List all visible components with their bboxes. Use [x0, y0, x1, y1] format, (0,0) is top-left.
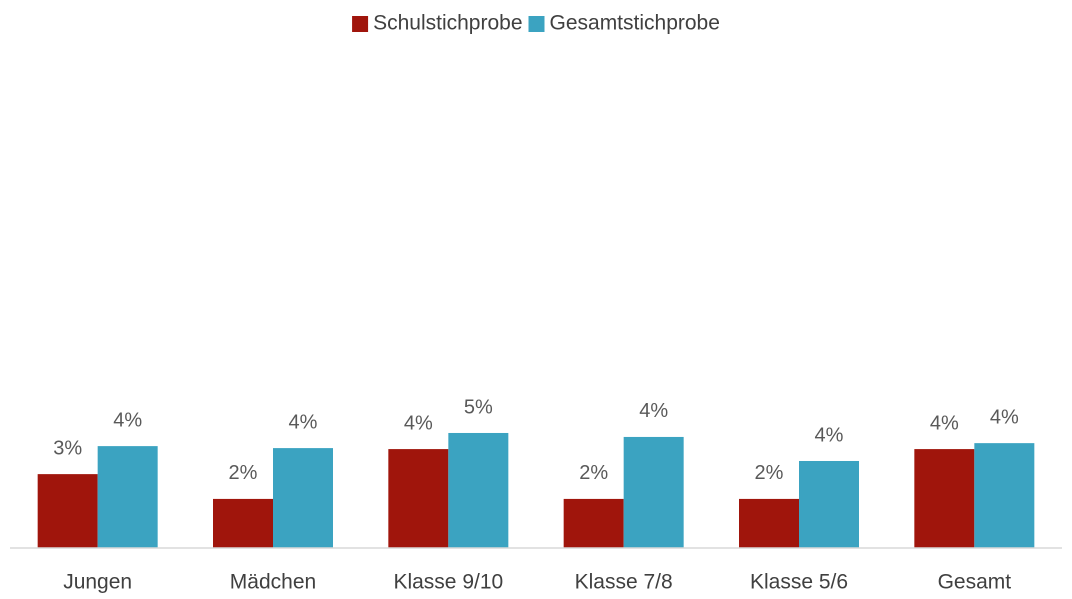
data-label: 2%: [229, 462, 258, 484]
bar: [448, 432, 509, 548]
legend-swatch: [352, 16, 369, 32]
bar: [97, 446, 158, 548]
bar: [563, 498, 624, 548]
x-tick-label: Klasse 5/6: [750, 571, 848, 594]
data-label: 3%: [53, 437, 82, 459]
data-label: 4%: [930, 412, 959, 434]
data-label: 4%: [289, 411, 318, 433]
data-label: 4%: [113, 409, 142, 431]
legend-label: Schulstichprobe: [373, 12, 522, 35]
x-tick-label: Mädchen: [230, 571, 316, 594]
bar: [37, 474, 98, 548]
bar: [273, 448, 333, 548]
bar: [974, 443, 1035, 548]
data-label: 4%: [990, 406, 1019, 428]
legend-swatch: [528, 16, 545, 32]
data-label: 4%: [815, 424, 844, 446]
bar: [914, 449, 975, 548]
bar: [623, 436, 684, 548]
data-label: 2%: [579, 462, 608, 484]
bar: [388, 449, 449, 548]
x-tick-label: Jungen: [63, 571, 132, 594]
data-label: 5%: [464, 396, 493, 418]
bar: [739, 498, 799, 548]
bar: [213, 498, 273, 548]
data-label: 4%: [639, 400, 668, 422]
data-label: 2%: [755, 462, 784, 484]
x-tick-label: Gesamt: [938, 571, 1012, 594]
bar: [799, 460, 859, 548]
data-label: 4%: [404, 412, 433, 434]
x-tick-label: Klasse 7/8: [575, 571, 673, 594]
legend-label: Gesamtstichprobe: [550, 12, 720, 35]
x-tick-label: Klasse 9/10: [393, 571, 503, 594]
